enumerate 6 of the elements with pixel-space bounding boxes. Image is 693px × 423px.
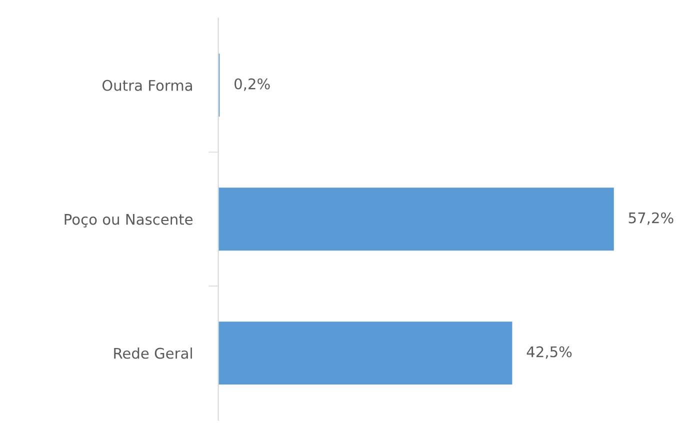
data-label: 57,2%: [628, 212, 674, 225]
y-tick-label: Poço ou Nascente: [64, 214, 193, 228]
data-label: 42,5%: [526, 346, 572, 359]
y-tick-label: Outra Forma: [102, 80, 192, 91]
data-label: 0,2%: [234, 78, 270, 91]
y-tick-label: Rede Geral: [114, 348, 192, 359]
